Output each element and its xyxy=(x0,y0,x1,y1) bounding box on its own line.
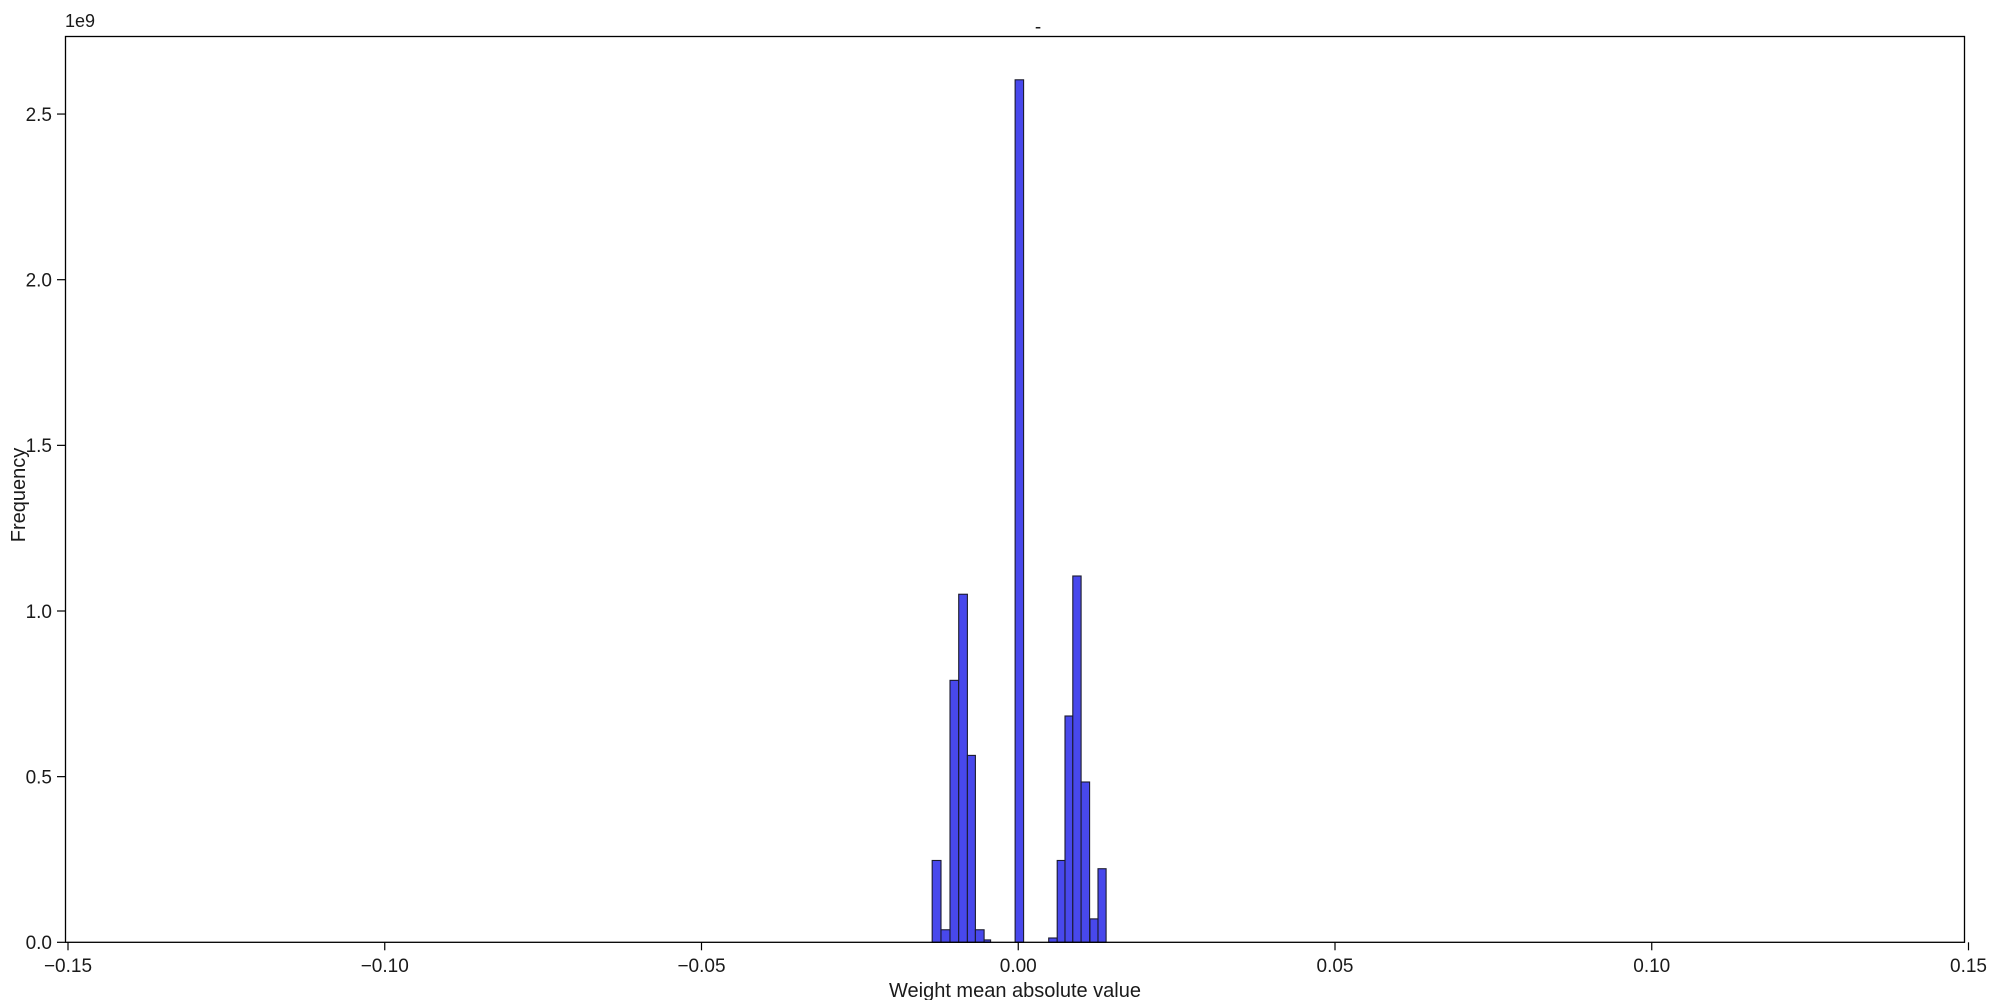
svg-text:−0.05: −0.05 xyxy=(677,956,725,977)
svg-text:2.0: 2.0 xyxy=(26,271,52,292)
svg-text:Weight mean absolute value: Weight mean absolute value xyxy=(889,980,1141,1000)
svg-text:0.0: 0.0 xyxy=(26,933,52,954)
svg-text:1e9: 1e9 xyxy=(65,11,95,31)
svg-text:Frequency: Frequency xyxy=(8,448,30,543)
svg-text:1.0: 1.0 xyxy=(26,602,52,623)
svg-text:2.5: 2.5 xyxy=(26,105,52,126)
svg-text:0.00: 0.00 xyxy=(1000,956,1037,977)
svg-text:0.05: 0.05 xyxy=(1317,956,1354,977)
svg-text:0.15: 0.15 xyxy=(1950,956,1987,977)
svg-text:0.10: 0.10 xyxy=(1633,956,1670,977)
svg-text:0.5: 0.5 xyxy=(26,767,52,788)
svg-text:−0.10: −0.10 xyxy=(361,956,409,977)
svg-text:-: - xyxy=(1035,17,1041,38)
svg-text:−0.15: −0.15 xyxy=(44,956,92,977)
